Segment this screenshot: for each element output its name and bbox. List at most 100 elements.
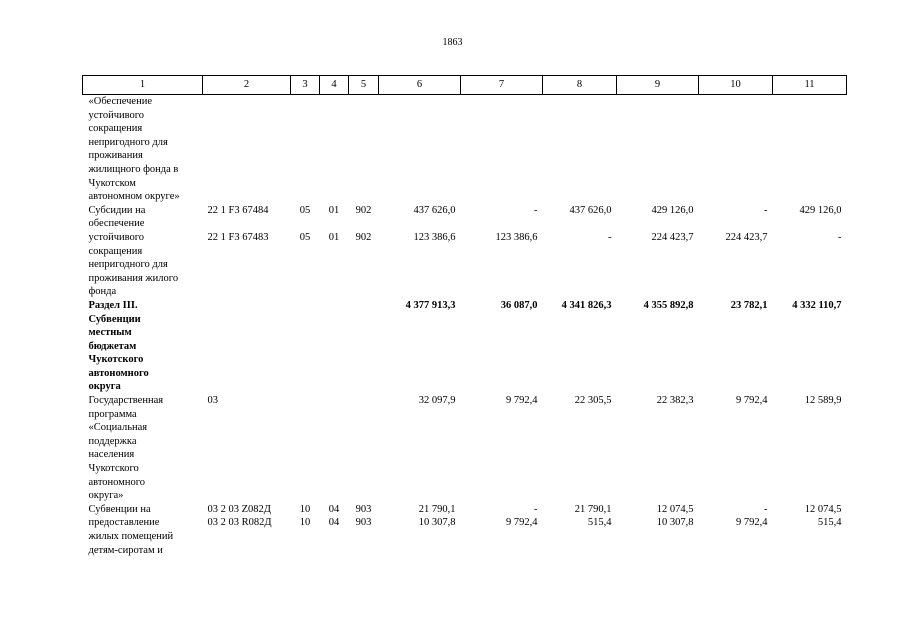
header-col-11: 11: [772, 75, 847, 95]
table-row: устойчивого сокращения непригодного для про…: [83, 231, 847, 299]
cell-col6: 21 790,1: [418, 503, 456, 515]
cell-section: [291, 299, 320, 394]
cell-name-line: программа: [88, 408, 137, 420]
cell-ministry: [349, 394, 379, 503]
cell-section: [291, 95, 320, 204]
cell-ministry: 902: [355, 231, 372, 243]
cell-code: 03 2 03 Z082Д: [207, 503, 271, 515]
cell-col7: [461, 95, 543, 204]
cell-ministry: 902: [355, 204, 372, 216]
cell-col7: 9 792,4: [506, 395, 538, 407]
cell-col6: 123 386,6: [413, 231, 456, 243]
cell-col11: [773, 95, 847, 204]
cell-name-line: населения: [88, 449, 135, 461]
cell-name-line: Чукотского: [88, 354, 144, 366]
table-row: Субвенции на 03 2 03 Z082Д 10 04 903 21 790,1…: [83, 503, 847, 517]
page-number: 1863: [442, 37, 463, 48]
cell-col8: -: [608, 231, 612, 243]
cell-section: [291, 394, 320, 503]
header-col-2: 2: [202, 75, 291, 95]
cell-ministry: [349, 95, 379, 204]
cell-section: 05: [299, 204, 311, 216]
cell-col9: 22 382,3: [656, 395, 694, 407]
cell-col6: 4 377 913,3: [405, 299, 456, 311]
cell-col9: [617, 95, 699, 204]
cell-col7: -: [534, 503, 538, 515]
table-body: «Обеспечение устойчивого сокращения неприго…: [83, 95, 847, 558]
cell-name: предоставление жилых помещений детям-сирот…: [83, 516, 203, 557]
cell-name-line: жилых помещений: [88, 531, 174, 542]
header-col-7: 7: [460, 75, 543, 95]
cell-col9: 10 307,8: [656, 517, 694, 529]
cell-name-line: Субвенции на: [88, 503, 151, 515]
cell-col9: 12 074,5: [656, 503, 694, 515]
cell-subsection: [320, 394, 349, 503]
cell-col9: 224 423,7: [651, 231, 694, 243]
cell-col6: 437 626,0: [413, 204, 456, 216]
cell-subsection: 01: [328, 231, 340, 243]
table-row: Субсидии на обеспечение 22 1 F3 67484 05 01 9…: [83, 204, 847, 231]
cell-subsection: 04: [328, 517, 340, 529]
cell-ministry: 903: [355, 517, 372, 529]
cell-col7: 9 792,4: [506, 517, 538, 529]
cell-name-line: поддержка: [88, 435, 137, 447]
cell-name-line: Государственная: [88, 395, 164, 407]
table-header-row: 1 2 3 4 5 6 7 8 9 10 11: [82, 75, 847, 95]
cell-section: 10: [299, 503, 311, 515]
cell-code: 03: [207, 395, 219, 407]
cell-name-line: «Социальная: [88, 422, 148, 434]
cell-col8: 22 305,5: [574, 395, 612, 407]
cell-col9: 429 126,0: [651, 204, 694, 216]
cell-subsection: [320, 95, 349, 204]
cell-subsection: 01: [328, 204, 340, 216]
cell-col11: 515,4: [817, 517, 842, 529]
cell-name-line: жилищного фонда в: [88, 163, 179, 175]
cell-col8: 437 626,0: [569, 204, 612, 216]
header-col-6: 6: [378, 75, 461, 95]
cell-code: [203, 95, 291, 204]
cell-col8: [543, 95, 617, 204]
cell-ministry: 903: [355, 503, 372, 515]
cell-name-line: Чукотском: [88, 177, 136, 189]
cell-col11: 12 074,5: [804, 503, 842, 515]
cell-col7: 123 386,6: [495, 231, 538, 243]
cell-col11: 429 126,0: [799, 204, 842, 216]
cell-subsection: [320, 299, 349, 394]
cell-name: Субвенции на: [83, 503, 203, 517]
cell-code: [203, 299, 291, 394]
cell-name-line: бюджетам: [88, 340, 137, 352]
cell-col8: 21 790,1: [574, 503, 612, 515]
table-row: предоставление жилых помещений детям-сирот…: [83, 516, 847, 557]
cell-col8: 4 341 826,3: [561, 299, 612, 311]
cell-col6: 10 307,8: [418, 517, 456, 529]
table-row: Государственная программа «Социальная подде…: [83, 394, 847, 503]
cell-name-line: Раздел III.: [88, 299, 138, 311]
cell-name-line: предоставление: [88, 517, 160, 529]
cell-name: устойчивого сокращения непригодного для про…: [83, 231, 203, 299]
cell-col6: 32 097,9: [418, 395, 456, 407]
cell-name-line: Субвенции: [88, 313, 141, 325]
table-row: Раздел III. Субвенции местным бюджетам Чукот…: [83, 299, 847, 394]
cell-name: Государственная программа «Социальная подде…: [83, 394, 203, 503]
cell-name-line: автономном округе»: [88, 191, 180, 203]
cell-col11: 4 332 110,7: [792, 299, 842, 311]
cell-name-line: устойчивого: [88, 231, 145, 243]
header-col-3: 3: [290, 75, 320, 95]
cell-name-line: фонда: [88, 286, 117, 298]
cell-name: «Обеспечение устойчивого сокращения неприго…: [83, 95, 203, 204]
cell-name-line: непригодного для: [88, 259, 168, 271]
header-col-8: 8: [542, 75, 617, 95]
cell-name-line: округа: [88, 381, 121, 393]
header-col-1: 1: [82, 75, 203, 95]
cell-name-line: сокращения: [88, 123, 143, 135]
cell-name-line: местным: [88, 327, 132, 339]
cell-ministry: [349, 299, 379, 394]
cell-col10: [699, 95, 773, 204]
cell-name-line: обеспечение: [88, 218, 145, 230]
cell-name-line: сокращения: [88, 245, 143, 257]
cell-name-line: Субсидии на: [88, 204, 146, 216]
cell-name-line: проживания: [88, 150, 143, 162]
cell-name: Субсидии на обеспечение: [83, 204, 203, 231]
cell-name-line: автономного: [88, 476, 146, 488]
cell-col9: 4 355 892,8: [643, 299, 694, 311]
